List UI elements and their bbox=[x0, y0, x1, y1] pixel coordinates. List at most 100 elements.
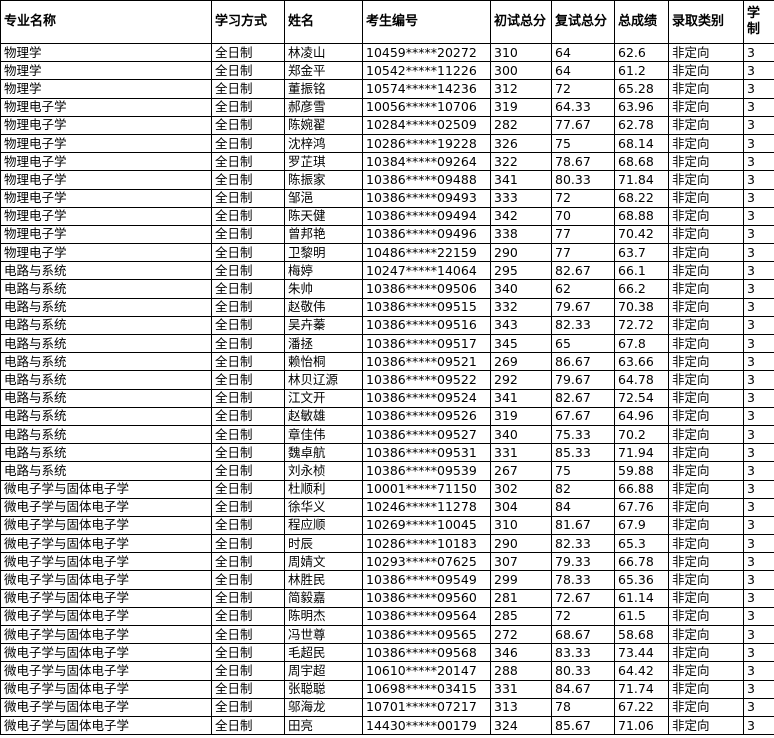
table-cell: 310 bbox=[490, 515, 552, 536]
table-cell: 物理电子学 bbox=[0, 206, 212, 226]
header-row: 专业名称 学习方式 姓名 考生编号 初试总分 复试总分 总成绩 录取类别 学制 bbox=[0, 0, 774, 44]
table-cell: 10386*****09568 bbox=[362, 643, 491, 663]
table-cell: 3 bbox=[743, 534, 774, 554]
table-row: 物理电子学 全日制 罗芷琪 10384*****09264 322 78.67 68.68 非… bbox=[0, 152, 774, 172]
table-cell: 非定向 bbox=[668, 679, 744, 699]
table-cell: 全日制 bbox=[211, 115, 285, 135]
table-cell: 物理电子学 bbox=[0, 170, 212, 190]
table-cell: 电路与系统 bbox=[0, 352, 212, 372]
table-cell: 郑金平 bbox=[284, 61, 363, 81]
table-cell: 全日制 bbox=[211, 624, 285, 645]
header-cell: 复试总分 bbox=[551, 0, 615, 44]
table-row: 微电子学与固体电子学 全日制 冯世尊 10386*****09565 272 68.67 5… bbox=[0, 624, 774, 645]
table-cell: 全日制 bbox=[211, 552, 285, 572]
table-cell: 非定向 bbox=[668, 461, 744, 481]
table-cell: 全日制 bbox=[211, 643, 285, 663]
table-cell: 魏卓航 bbox=[284, 443, 363, 463]
table-cell: 张聪聪 bbox=[284, 679, 363, 699]
table-cell: 63.96 bbox=[614, 97, 669, 117]
table-cell: 10386*****09564 bbox=[362, 606, 491, 627]
table-cell: 非定向 bbox=[668, 443, 744, 463]
table-cell: 70.2 bbox=[614, 424, 669, 445]
table-cell: 3 bbox=[743, 515, 774, 536]
table-cell: 64.42 bbox=[614, 661, 669, 681]
table-cell: 曾邦艳 bbox=[284, 224, 363, 245]
table-cell: 非定向 bbox=[668, 624, 744, 645]
table-cell: 10459*****20272 bbox=[362, 42, 491, 63]
table-cell: 全日制 bbox=[211, 370, 285, 390]
table-cell: 非定向 bbox=[668, 170, 744, 190]
table-cell: 3 bbox=[743, 443, 774, 463]
table-cell: 全日制 bbox=[211, 279, 285, 299]
table-cell: 312 bbox=[490, 79, 552, 99]
table-cell: 332 bbox=[490, 297, 552, 317]
table-cell: 10386*****09521 bbox=[362, 352, 491, 372]
table-cell: 电路与系统 bbox=[0, 461, 212, 481]
table-cell: 66.78 bbox=[614, 552, 669, 572]
table-cell: 时辰 bbox=[284, 534, 363, 554]
table-cell: 3 bbox=[743, 679, 774, 699]
table-cell: 288 bbox=[490, 661, 552, 681]
table-cell: 72.72 bbox=[614, 315, 669, 336]
table-cell: 全日制 bbox=[211, 715, 285, 736]
table-row: 微电子学与固体电子学 全日制 田亮 14430*****00179 324 85.67 71… bbox=[0, 715, 774, 736]
table-cell: 非定向 bbox=[668, 497, 744, 517]
table-cell: 非定向 bbox=[668, 333, 744, 354]
table-cell: 10610*****20147 bbox=[362, 661, 491, 681]
table-cell: 302 bbox=[490, 479, 552, 499]
table-cell: 272 bbox=[490, 624, 552, 645]
table-cell: 非定向 bbox=[668, 606, 744, 627]
table-row: 物理学 全日制 林凌山 10459*****20272 310 64 62.6 非定向 3 bbox=[0, 42, 774, 63]
table-cell: 85.33 bbox=[551, 443, 615, 463]
table-cell: 62.78 bbox=[614, 115, 669, 135]
table-cell: 67.8 bbox=[614, 333, 669, 354]
table-row: 电路与系统 全日制 赵敬伟 10386*****09515 332 79.67 70.38 非… bbox=[0, 297, 774, 317]
table-row: 电路与系统 全日制 林贝辽源 10386*****09522 292 79.67 64.78… bbox=[0, 370, 774, 390]
table-cell: 61.14 bbox=[614, 588, 669, 608]
table-cell: 84 bbox=[551, 497, 615, 517]
table-row: 物理电子学 全日制 曾邦艳 10386*****09496 338 77 70.42 非定向 3 bbox=[0, 224, 774, 245]
table-cell: 3 bbox=[743, 152, 774, 172]
table-cell: 全日制 bbox=[211, 42, 285, 63]
table-cell: 67.67 bbox=[551, 406, 615, 426]
table-cell: 全日制 bbox=[211, 424, 285, 445]
table-cell: 程应顺 bbox=[284, 515, 363, 536]
table-cell: 董振铭 bbox=[284, 79, 363, 99]
table-cell: 10386*****09515 bbox=[362, 297, 491, 317]
table-row: 物理电子学 全日制 邹浥 10386*****09493 333 72 68.22 非定向 3 bbox=[0, 188, 774, 208]
table-cell: 3 bbox=[743, 133, 774, 154]
table-cell: 微电子学与固体电子学 bbox=[0, 515, 212, 536]
table-cell: 电路与系统 bbox=[0, 279, 212, 299]
table-row: 物理电子学 全日制 卫黎明 10486*****22159 290 77 63.7 非定向 3 bbox=[0, 243, 774, 263]
table-cell: 物理电子学 bbox=[0, 224, 212, 245]
table-row: 物理电子学 全日制 郝彦雪 10056*****10706 319 64.33 63.96 非… bbox=[0, 97, 774, 117]
table-cell: 67.76 bbox=[614, 497, 669, 517]
table-cell: 微电子学与固体电子学 bbox=[0, 679, 212, 699]
table-cell: 10386*****09531 bbox=[362, 443, 491, 463]
table-cell: 313 bbox=[490, 697, 552, 717]
table-cell: 全日制 bbox=[211, 479, 285, 499]
table-cell: 10386*****09526 bbox=[362, 406, 491, 426]
table-cell: 赵敏雄 bbox=[284, 406, 363, 426]
table-cell: 64 bbox=[551, 42, 615, 63]
table-cell: 10386*****09522 bbox=[362, 370, 491, 390]
table-cell: 简毅嘉 bbox=[284, 588, 363, 608]
table-cell: 3 bbox=[743, 243, 774, 263]
table-cell: 全日制 bbox=[211, 206, 285, 226]
table-cell: 全日制 bbox=[211, 261, 285, 281]
table-cell: 全日制 bbox=[211, 297, 285, 317]
table-cell: 微电子学与固体电子学 bbox=[0, 479, 212, 499]
table-cell: 71.94 bbox=[614, 443, 669, 463]
table-cell: 10286*****19228 bbox=[362, 133, 491, 154]
table-cell: 68.67 bbox=[551, 624, 615, 645]
table-cell: 3 bbox=[743, 479, 774, 499]
table-cell: 杜顺利 bbox=[284, 479, 363, 499]
table-row: 微电子学与固体电子学 全日制 邬海龙 10701*****07217 313 78 67.2… bbox=[0, 697, 774, 717]
table-cell: 282 bbox=[490, 115, 552, 135]
table-cell: 59.88 bbox=[614, 461, 669, 481]
table-cell: 3 bbox=[743, 497, 774, 517]
table-cell: 66.88 bbox=[614, 479, 669, 499]
table-cell: 67.9 bbox=[614, 515, 669, 536]
table-row: 电路与系统 全日制 江文开 10386*****09524 341 82.67 72.54 非… bbox=[0, 388, 774, 408]
table-cell: 3 bbox=[743, 261, 774, 281]
